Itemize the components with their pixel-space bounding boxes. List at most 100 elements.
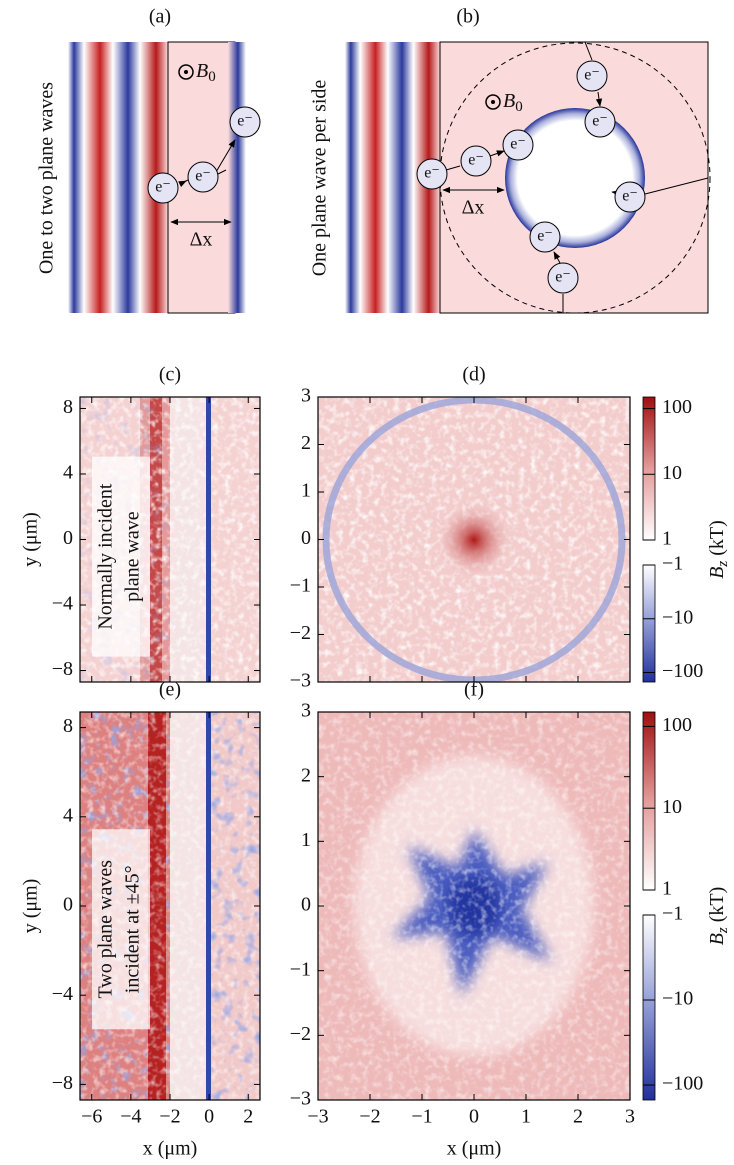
y-tick-label: −2 xyxy=(290,1023,311,1045)
electron-label: e⁻ xyxy=(555,269,571,286)
y-tick-label: 1 xyxy=(301,480,311,502)
y-tick-label: −4 xyxy=(52,593,73,615)
annotation-box xyxy=(92,456,150,657)
heatmap-d xyxy=(318,397,630,682)
colorbar-label: Bz (kT) xyxy=(706,520,732,579)
electron-label: e⁻ xyxy=(424,165,440,182)
field-edge xyxy=(228,42,246,313)
x-tick-label: 3 xyxy=(625,1106,635,1128)
x-tick-label: 2 xyxy=(573,1106,583,1128)
x-tick-label: 0 xyxy=(204,1106,214,1128)
field-label: B0 xyxy=(503,90,523,116)
y-tick-label: 0 xyxy=(63,527,73,549)
colorbar-tick-label: −10 xyxy=(662,606,693,628)
electrons: e⁻ e⁻ e⁻ e⁻ e⁻ e⁻ e⁻ e⁻ xyxy=(416,60,646,294)
colorbar-tick-label: 1 xyxy=(662,878,672,900)
y-tick-label: 3 xyxy=(301,385,311,407)
y-tick-label: 4 xyxy=(63,804,73,826)
colorbar xyxy=(642,711,656,891)
colorbar-tick-label: 100 xyxy=(662,714,692,736)
annotation-text: Normally incident xyxy=(95,483,117,630)
y-tick-label: 8 xyxy=(63,715,73,737)
y-tick-label: 8 xyxy=(63,396,73,418)
y-tick-label: 0 xyxy=(301,527,311,549)
x-axis-label: x (μm) xyxy=(143,1138,198,1160)
colorbar-label-subscript: z xyxy=(715,561,731,568)
electron-label: e⁻ xyxy=(584,67,600,84)
x-tick-label: 1 xyxy=(521,1106,531,1128)
y-axis-label: y (μm) xyxy=(20,879,42,934)
x-tick-label: 2 xyxy=(243,1106,253,1128)
electron-label: e⁻ xyxy=(510,136,526,153)
colorbar-tick-label: 10 xyxy=(662,462,682,484)
panel-title: (f) xyxy=(464,679,484,701)
colorbar-tick-label: 100 xyxy=(662,396,692,418)
colorbar xyxy=(642,396,656,541)
y-tick-label: 1 xyxy=(301,829,311,851)
y-tick-label: −1 xyxy=(290,958,311,980)
annotation-text: plane wave xyxy=(122,511,144,602)
annotation: Two plane waves incident at ±45° xyxy=(92,829,150,1030)
y-tick-label: 3 xyxy=(301,700,311,722)
colorbar xyxy=(642,914,656,1101)
annotation-text: incident at ±45° xyxy=(122,865,144,993)
y-axis-label: y (μm) xyxy=(20,512,42,567)
field-symbol xyxy=(184,70,188,74)
y-tick-label: 2 xyxy=(301,432,311,454)
colorbar-label-unit: (kT) xyxy=(706,887,728,928)
y-tick-label: 4 xyxy=(63,462,73,484)
y-tick-label: 2 xyxy=(301,764,311,786)
panel-title: (e) xyxy=(159,679,181,701)
y-tick-label: −3 xyxy=(290,670,311,692)
electron-label: e⁻ xyxy=(155,179,171,196)
x-tick-label: −6 xyxy=(81,1106,102,1128)
y-tick-label: −2 xyxy=(290,622,311,644)
x-tick-label: −1 xyxy=(411,1106,432,1128)
field-label: B0 xyxy=(196,60,216,86)
colorbar-tick-label: −1 xyxy=(662,553,683,575)
panel-label: (b) xyxy=(456,6,479,28)
colorbar-tick-label: −10 xyxy=(662,988,693,1010)
colorbar-tick-label: 1 xyxy=(662,528,672,550)
annotation: Normally incident plane wave xyxy=(92,456,150,657)
colorbar-label-subscript: z xyxy=(715,927,731,934)
y-tick-label: −1 xyxy=(290,575,311,597)
panel-title: (c) xyxy=(159,364,181,386)
diagram-a: (a) One to two plane waves B0 e⁻ e⁻ e⁻ Δ… xyxy=(36,6,261,314)
electron-label: e⁻ xyxy=(537,228,553,245)
electrons: e⁻ e⁻ e⁻ xyxy=(147,106,261,204)
colorbar-tick-label: −100 xyxy=(662,1073,703,1095)
x-tick-label: −2 xyxy=(359,1106,380,1128)
colorbar xyxy=(642,564,656,683)
electron-label: e⁻ xyxy=(622,188,638,205)
heatmap-f xyxy=(318,712,630,1100)
panel-label: (a) xyxy=(149,6,171,28)
caption: One to two plane waves xyxy=(36,82,58,274)
x-axis-label: x (μm) xyxy=(447,1138,502,1160)
caption: One plane wave per side xyxy=(309,80,331,277)
panel-title: (d) xyxy=(462,364,485,386)
x-tick-label: −3 xyxy=(307,1106,328,1128)
field-symbol xyxy=(485,94,501,110)
electron-label: e⁻ xyxy=(592,113,608,130)
y-tick-label: −3 xyxy=(290,1088,311,1110)
electron-label: e⁻ xyxy=(195,168,211,185)
x-tick-label: 0 xyxy=(469,1106,479,1128)
field-symbol xyxy=(491,100,495,104)
diagram-b: (b) One plane wave per side B0 e⁻ e⁻ e⁻ … xyxy=(309,6,711,314)
electron-label: e⁻ xyxy=(468,152,484,169)
colorbar-tick-label: 10 xyxy=(662,796,682,818)
colorbar-label: Bz (kT) xyxy=(706,887,732,946)
y-tick-label: 0 xyxy=(301,894,311,916)
colorbar-label-symbol: B xyxy=(706,933,728,945)
x-tick-label: −4 xyxy=(120,1106,141,1128)
arrow xyxy=(178,180,187,188)
colorbar-label-unit: (kT) xyxy=(706,520,728,561)
wave-stripes xyxy=(68,42,168,313)
colorbar-tick-label: −1 xyxy=(662,903,683,925)
dimension-label: Δx xyxy=(190,229,213,251)
annotation-box xyxy=(92,829,150,1030)
y-tick-label: −8 xyxy=(52,658,73,680)
electron-label: e⁻ xyxy=(237,113,253,130)
